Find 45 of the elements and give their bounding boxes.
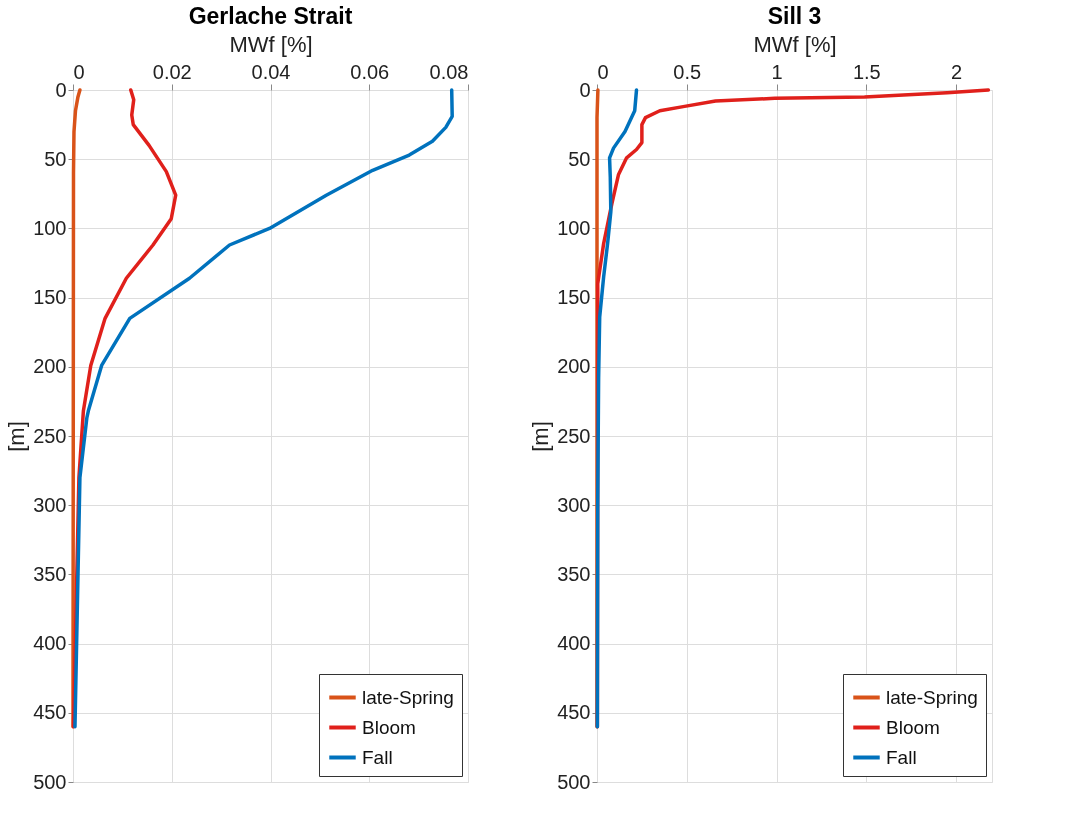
x-tick-label: 0.06: [350, 60, 390, 83]
y-tick-label: 50: [44, 147, 67, 170]
y-tick-label: 350: [557, 562, 591, 585]
legend-label: late-Spring: [362, 686, 454, 708]
x-axis-title: MWf [%]: [229, 31, 313, 57]
y-tick-label: 450: [33, 701, 67, 724]
y-tick-label: 100: [33, 216, 67, 239]
y-tick-label: 200: [557, 355, 591, 378]
x-tick-label: 2: [951, 60, 963, 83]
y-tick-label: 0: [579, 78, 591, 101]
legend-label: Bloom: [886, 716, 940, 738]
legend-label: Fall: [362, 746, 393, 768]
y-tick-label: 500: [33, 770, 67, 793]
y-tick-label: 500: [557, 770, 591, 793]
y-tick-label: 450: [557, 701, 591, 724]
y-axis-title: [m]: [528, 421, 554, 452]
y-tick-label: 400: [33, 632, 67, 655]
x-tick-label: 0.5: [673, 60, 702, 83]
x-tick-label: 1.5: [852, 60, 881, 83]
y-tick-label: 250: [33, 424, 67, 447]
y-tick-label: 350: [33, 562, 67, 585]
x-tick-label: 0: [73, 60, 85, 83]
x-tick-label: 0.04: [251, 60, 291, 83]
y-tick-label: 300: [33, 493, 67, 516]
legend-label: Fall: [886, 746, 917, 768]
x-axis-title: MWf [%]: [753, 31, 837, 57]
chart-title: Sill 3: [767, 3, 822, 29]
y-tick-label: 50: [568, 147, 591, 170]
y-tick-label: 150: [33, 286, 67, 309]
y-tick-label: 100: [557, 216, 591, 239]
y-tick-label: 400: [557, 632, 591, 655]
legend-label: Bloom: [362, 716, 416, 738]
chart-title: Gerlache Strait: [188, 3, 353, 29]
line-series: [595, 88, 639, 729]
legend-label: late-Spring: [886, 686, 978, 708]
y-tick-label: 200: [33, 355, 67, 378]
y-tick-label: 250: [557, 424, 591, 447]
x-tick-label: 0: [597, 60, 609, 83]
y-tick-label: 300: [557, 493, 591, 516]
x-tick-label: 1: [771, 60, 783, 83]
y-tick-label: 150: [557, 286, 591, 309]
y-tick-label: 0: [55, 78, 67, 101]
y-axis-title: [m]: [4, 421, 30, 452]
x-tick-label: 0.02: [152, 60, 192, 83]
x-tick-label: 0.08: [429, 60, 469, 83]
